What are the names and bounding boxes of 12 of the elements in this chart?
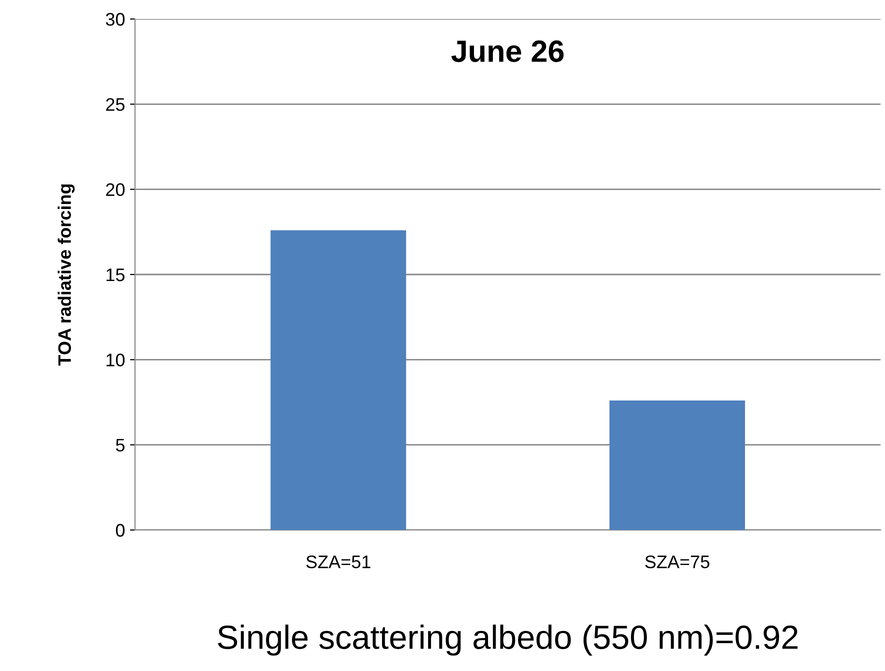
y-axis-title: TOA radiative forcing bbox=[58, 184, 75, 366]
text: June 26 bbox=[451, 40, 564, 62]
x-tick-label: SZA=75 bbox=[645, 555, 710, 568]
y-tick-label: 20 bbox=[106, 183, 125, 196]
x-axis-title: Single scattering albedo (550 nm)=0.92 bbox=[218, 624, 798, 656]
x-tick-label: SZA=51 bbox=[306, 555, 370, 568]
y-tick-label: 0 bbox=[116, 524, 125, 537]
y-tick-label: 5 bbox=[116, 438, 125, 452]
y-tick-label: 10 bbox=[106, 354, 125, 366]
y-tick-label: 30 bbox=[106, 12, 125, 26]
y-tick-label: 15 bbox=[106, 268, 125, 282]
y-tick-label: 25 bbox=[106, 98, 125, 111]
